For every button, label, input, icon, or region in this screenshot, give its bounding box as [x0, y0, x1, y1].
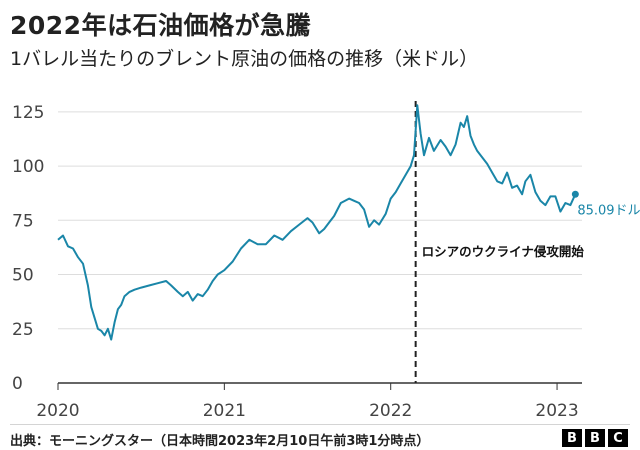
x-tick-label: 2020	[36, 401, 79, 421]
brent-price-line	[57, 104, 577, 341]
y-tick-label: 25	[12, 320, 34, 340]
y-tick-label: 50	[12, 266, 34, 286]
y-tick-label: 0	[12, 374, 23, 394]
x-tick-label: 2023	[535, 401, 578, 421]
y-tick-label: 75	[12, 211, 34, 231]
end-point-marker	[571, 190, 579, 198]
end-value-label: 85.09ドル	[577, 203, 640, 218]
invasion-annotation: ロシアのウクライナ侵攻開始	[422, 244, 585, 259]
source-note: 出典：モーニングスター（日本時間2023年2月10日午前3時1分時点）	[10, 434, 430, 449]
x-tick-label: 2021	[203, 401, 246, 421]
logo-letter-b2: B	[585, 429, 605, 447]
logo-letter-b1: B	[562, 429, 582, 447]
bbc-logo: B B C	[562, 429, 628, 447]
price-chart: 0 25 50 75 100 125 2020 2021 2022 2023 ロシアのウクライナ侵攻…	[12, 101, 640, 421]
chart-title: 2022年は石油価格が急騰	[10, 11, 312, 40]
y-tick-label: 125	[12, 103, 44, 123]
y-tick-label: 100	[12, 157, 44, 177]
chart-subtitle: 1バレル当たりのブレント原油の価格の推移（米ドル）	[10, 48, 479, 70]
x-tick-label: 2022	[369, 401, 412, 421]
footer-divider	[10, 424, 630, 425]
logo-letter-c: C	[608, 429, 628, 447]
